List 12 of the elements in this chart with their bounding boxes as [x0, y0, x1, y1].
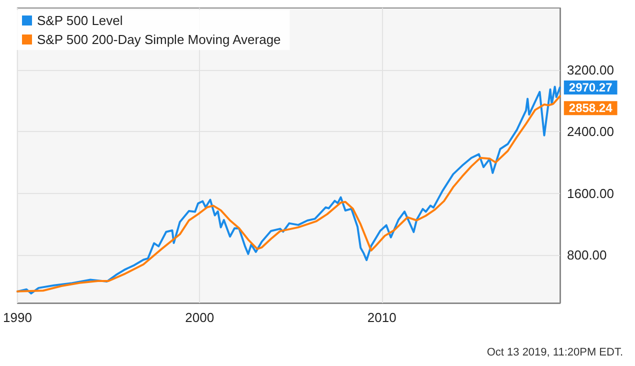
legend-label: S&P 500 200-Day Simple Moving Average [37, 32, 281, 47]
y-tick-label: 800.00 [567, 248, 607, 263]
data-label: 2858.24 [568, 101, 613, 116]
y-tick-label: 2400.00 [567, 124, 614, 140]
data-label: 2970.27 [568, 80, 613, 95]
x-tick-label: 2000 [185, 310, 214, 325]
x-tick-label: 2010 [367, 310, 396, 325]
y-tick-label: 1600.00 [567, 186, 614, 201]
legend-label: S&P 500 Level [37, 13, 123, 28]
x-tick-label: 1990 [3, 310, 32, 325]
y-tick-label: 3200.00 [567, 62, 614, 78]
text: Oct 13 2019, 11:20PM EDT. [486, 346, 624, 358]
